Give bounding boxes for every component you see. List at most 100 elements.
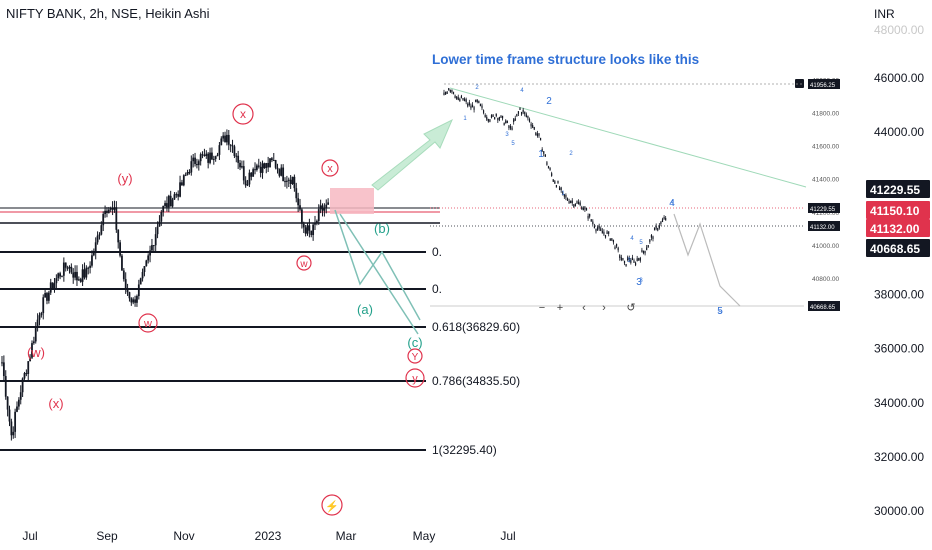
wave-label: x — [240, 107, 246, 121]
inset-candle-body — [555, 184, 558, 188]
price-label: 41229.55 — [870, 183, 920, 197]
candle-body — [300, 209, 303, 224]
inset-candle-body — [577, 201, 580, 205]
candle-body — [184, 174, 187, 176]
candle-body — [79, 279, 82, 282]
inset-candle-body — [663, 217, 665, 220]
candle-body — [85, 267, 88, 278]
inset-candle-body — [468, 102, 470, 105]
candle-body — [197, 161, 200, 166]
inset-candle-body — [467, 103, 469, 107]
inset-candle-body — [606, 231, 608, 235]
candle-body — [297, 198, 300, 206]
inset-candle-body — [617, 247, 619, 251]
candle-body — [167, 195, 170, 208]
candle-body — [147, 255, 150, 261]
candle-body — [51, 282, 54, 290]
inset-candle-body — [650, 235, 653, 238]
price-label-box — [866, 239, 930, 257]
candle-body — [242, 166, 245, 181]
inset-candle-body — [547, 165, 550, 169]
inset-candle-body — [520, 111, 523, 115]
inset-candle-body — [571, 200, 573, 204]
price-label: 41132.00 — [870, 222, 920, 236]
candle-body — [158, 221, 161, 227]
inset-price-box — [808, 301, 840, 311]
candle-body — [276, 167, 279, 170]
inset-price-label: 41229.55 — [810, 207, 836, 213]
candle-body — [267, 163, 270, 168]
inset-candle-body — [444, 92, 447, 95]
candle-body — [285, 180, 288, 182]
candle-body — [38, 315, 41, 320]
candle-body — [16, 406, 18, 412]
y-tick-label: 48000.00 — [874, 23, 924, 37]
candle-body — [34, 327, 37, 342]
candle-body — [132, 299, 135, 303]
candle-body — [59, 273, 62, 277]
wave-label: (c) — [407, 335, 422, 350]
inset-candle-body — [604, 234, 607, 238]
inset-candle-body — [600, 228, 602, 232]
inset-candle-body — [525, 114, 527, 118]
candle-body — [323, 208, 326, 211]
candle-body — [42, 297, 45, 314]
inset-candle-body — [566, 198, 569, 201]
inset-candle-body — [625, 263, 627, 267]
candle-body — [121, 255, 123, 271]
inset-candle-body — [462, 97, 464, 101]
inset-candle-body — [519, 107, 521, 111]
candle-body — [72, 272, 75, 278]
candle-body — [1, 362, 3, 364]
candle-body — [278, 169, 281, 176]
candle-body — [173, 194, 176, 200]
y-tick-label: 34000.00 — [874, 396, 924, 410]
inset-candle-body — [533, 126, 535, 130]
inset-candle-body — [636, 258, 638, 261]
candle-body — [254, 169, 256, 171]
inset-candle-body — [552, 179, 554, 182]
candle-body — [124, 279, 127, 289]
inset-candle-body — [538, 133, 540, 136]
candle-body — [102, 214, 105, 226]
candle-body — [181, 182, 183, 186]
inset-candle-body — [615, 243, 618, 247]
candle-body — [257, 165, 260, 167]
inset-y-tick-label: 41200.00 — [812, 210, 839, 217]
inset-candle-body — [630, 260, 632, 263]
inset-candle-body — [661, 219, 664, 223]
inset-candle-body — [481, 105, 483, 109]
inset-candle-body — [655, 225, 657, 229]
candle-body — [179, 182, 181, 197]
inset-candle-body — [565, 194, 567, 198]
inset-price-box — [808, 79, 840, 89]
candle-body — [314, 222, 316, 225]
candle-body — [196, 164, 198, 166]
inset-y-tick-label: 40800.00 — [812, 276, 839, 283]
inset-candle-body — [639, 257, 641, 261]
inset-candle-body — [658, 225, 660, 229]
candle-body — [113, 207, 116, 210]
inset-wave-label: 1 — [561, 191, 565, 197]
inset-y-tick-label: 41000.00 — [812, 243, 839, 250]
inset-candle-body — [448, 87, 450, 91]
inset-candle-body — [627, 257, 629, 261]
inset-wave-label: 5 — [717, 306, 723, 317]
candle-body — [40, 313, 43, 316]
inset-candle-body — [457, 97, 459, 100]
inset-candle-body — [535, 132, 537, 136]
candle-body — [49, 282, 52, 293]
candle-body — [269, 158, 271, 168]
inset-candle-body — [596, 227, 599, 230]
inset-title: Lower time frame structure looks like th… — [432, 52, 700, 67]
inset-wave-label: 5 — [718, 310, 722, 316]
candle-body — [151, 245, 153, 251]
candle-body — [139, 278, 142, 285]
inset-candle-body — [622, 257, 624, 261]
candle-body — [91, 255, 93, 266]
candle-body — [100, 225, 103, 235]
inset-candle-body — [574, 203, 577, 207]
candle-body — [205, 153, 208, 156]
candle-body — [149, 250, 151, 256]
